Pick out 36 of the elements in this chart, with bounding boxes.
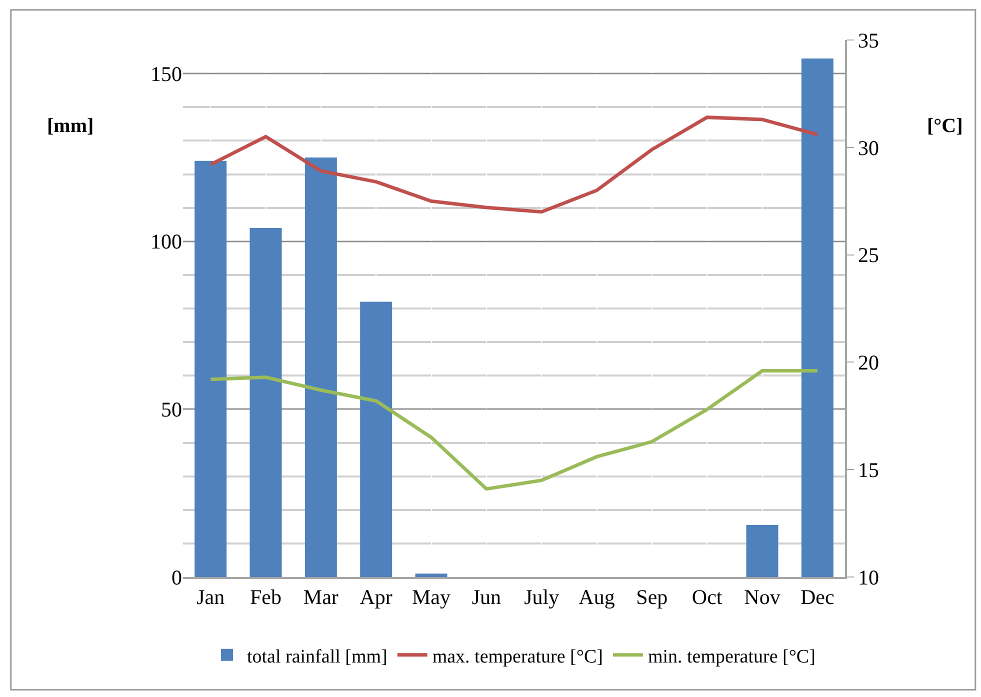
x-tick-label: Sep (636, 584, 668, 609)
bar (250, 228, 282, 577)
x-tick-label: Jun (472, 584, 502, 609)
x-tick-label: Aug (578, 584, 616, 609)
y2-axis-title: [°C] (927, 115, 963, 137)
y2-tick-label: 15 (858, 458, 879, 482)
y-tick-label: 0 (172, 565, 182, 590)
x-tick-label: Nov (744, 584, 781, 609)
bar (415, 574, 448, 577)
y2-tick-label: 20 (858, 350, 879, 375)
y-tick-label: 50 (161, 398, 182, 422)
y-tick-label: 100 (150, 230, 182, 254)
x-tick-label: Feb (250, 584, 282, 609)
x-tick-label: Oct (692, 584, 722, 609)
x-tick-label: July (524, 584, 560, 609)
y2-tick-label: 35 (858, 28, 879, 52)
y2-tick-label: 25 (858, 243, 879, 268)
y-tick-label: 150 (150, 62, 182, 86)
x-tick-label: Apr (360, 584, 392, 609)
line-series (208, 116, 820, 214)
legend-label: min. temperature [°C] (648, 646, 816, 668)
y-axis-title: [mm] (47, 115, 94, 137)
bar (801, 58, 834, 577)
bar (360, 302, 392, 577)
x-tick-label: Mar (303, 584, 338, 609)
bar (304, 157, 337, 577)
x-tick-label: May (412, 584, 451, 609)
legend-label: max. temperature [°C] (432, 646, 603, 668)
bar (194, 160, 227, 577)
x-tick-label: Dec (800, 584, 834, 609)
x-tick-label: Jan (196, 584, 226, 609)
legend-label: total rainfall [mm] (247, 646, 388, 668)
y2-tick-label: 30 (858, 136, 879, 160)
y2-tick-label: 10 (858, 565, 879, 590)
line-series (208, 369, 820, 491)
bar (746, 524, 778, 577)
